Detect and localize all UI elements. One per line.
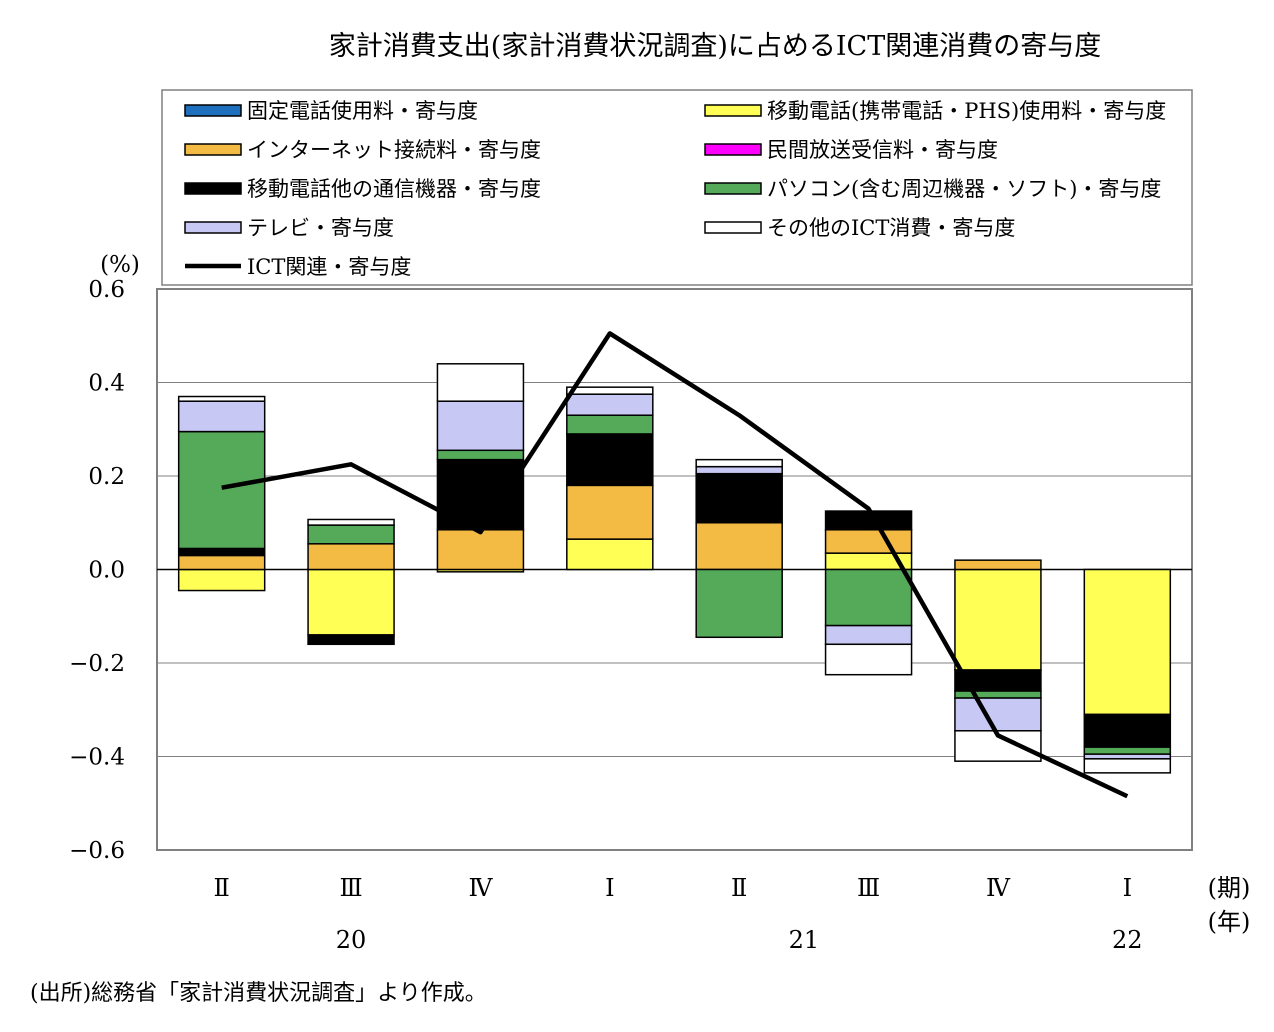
x-tick-label: Ⅲ — [857, 874, 880, 902]
y-tick-label: 0.2 — [88, 464, 125, 490]
bar-segment — [1083, 713, 1172, 748]
bar-segment — [954, 559, 1042, 571]
bar-segment — [1083, 746, 1172, 755]
bar-segment — [954, 568, 1042, 671]
bar-segment — [695, 568, 783, 639]
ict-total-line — [221, 331, 1129, 799]
bar-segment — [307, 634, 395, 646]
year-label: 21 — [789, 926, 820, 954]
bar-segment — [566, 414, 654, 435]
x-unit-period: (期) — [1208, 874, 1251, 902]
bar-segment — [436, 400, 525, 452]
bar-segment — [695, 465, 783, 475]
bar-segment — [954, 697, 1042, 732]
legend-swatch — [704, 221, 762, 234]
legend-label: 移動電話(携帯電話・PHS)使用料・寄与度 — [767, 99, 1166, 123]
legend-swatch — [184, 143, 242, 156]
bar-segment — [177, 430, 266, 550]
bar-segment — [954, 690, 1042, 699]
y-tick-label: 0.4 — [88, 371, 125, 397]
legend-label: パソコン(含む周辺機器・ソフト)・寄与度 — [767, 177, 1161, 201]
y-axis-label: (%) — [100, 252, 140, 278]
x-tick-label: Ⅱ — [214, 874, 230, 902]
year-label: 22 — [1112, 926, 1143, 954]
y-tick-label: 0.0 — [88, 558, 125, 584]
source-note: (出所)総務省「家計消費状況調査」より作成。 — [30, 981, 487, 1006]
bar-segment — [436, 458, 525, 531]
bar-segment — [824, 529, 913, 554]
x-tick-label: Ⅱ — [731, 874, 747, 902]
bar-segment — [307, 568, 395, 636]
x-tick-label: Ⅲ — [339, 874, 362, 902]
year-label: 20 — [336, 926, 367, 954]
legend-swatch — [184, 182, 242, 195]
ict-line-layer — [221, 331, 1129, 799]
x-tick-label: Ⅳ — [468, 874, 493, 902]
bar-segment — [177, 547, 266, 557]
bar-segment — [307, 543, 395, 571]
bar-segment — [695, 522, 783, 571]
y-axis-ticks: 0.6 0.4 0.2 0.0 −0.2 −0.4 −0.6 — [69, 277, 125, 864]
legend-swatch — [704, 182, 762, 195]
bar-segment — [307, 524, 395, 545]
bar-segment — [177, 554, 266, 571]
legend-label: 民間放送受信料・寄与度 — [767, 138, 998, 162]
legend-label: テレビ・寄与度 — [247, 216, 394, 240]
chart-title: 家計消費支出(家計消費状況調査)に占めるICT関連消費の寄与度 — [329, 31, 1101, 62]
legend: 固定電話使用料・寄与度 移動電話(携帯電話・PHS)使用料・寄与度インターネット接… — [184, 99, 1166, 279]
legend-label: ICT関連・寄与度 — [247, 255, 411, 279]
bar-segment — [566, 484, 654, 540]
legend-box — [161, 89, 1193, 286]
x-axis-years: 20 21 22 — [336, 926, 1143, 954]
bar-segment — [566, 538, 654, 571]
x-tick-label: Ⅰ — [1123, 874, 1132, 902]
bar-segment — [824, 568, 913, 627]
bar-segment — [1083, 568, 1172, 716]
bar-segment — [177, 400, 266, 433]
bar-segment — [307, 518, 395, 526]
bar-segment — [824, 624, 913, 646]
legend-swatch — [184, 221, 242, 234]
bar-segment — [695, 458, 783, 468]
bar-segment — [566, 393, 654, 416]
bar-segment — [436, 529, 525, 571]
bar-segment — [824, 643, 913, 676]
bar-segment — [177, 568, 266, 592]
bar-segment — [824, 510, 913, 531]
legend-swatch — [704, 104, 762, 117]
legend-swatch — [184, 104, 242, 117]
bar-segment — [436, 363, 525, 402]
legend-label: 移動電話他の通信機器・寄与度 — [247, 177, 541, 201]
y-tick-label: 0.6 — [88, 277, 125, 303]
bar-segment — [695, 472, 783, 524]
x-tick-label: Ⅳ — [986, 874, 1011, 902]
y-tick-label: −0.6 — [69, 838, 125, 864]
x-unit-year: (年) — [1208, 908, 1251, 936]
bar-segment — [177, 395, 266, 402]
legend-swatch — [704, 143, 762, 156]
y-tick-label: −0.2 — [69, 651, 125, 677]
bar-segment — [1083, 758, 1172, 774]
bars — [177, 363, 1172, 774]
legend-label: その他のICT消費・寄与度 — [767, 216, 1015, 240]
bar-segment — [566, 433, 654, 487]
x-tick-label: Ⅰ — [605, 874, 614, 902]
legend-label: インターネット接続料・寄与度 — [247, 138, 541, 162]
y-tick-label: −0.4 — [69, 745, 125, 771]
bar-segment — [566, 386, 654, 395]
x-axis-categories: Ⅱ Ⅲ Ⅳ Ⅰ Ⅱ Ⅲ Ⅳ Ⅰ — [214, 874, 1133, 902]
legend-label: 固定電話使用料・寄与度 — [247, 99, 478, 123]
bar-segment — [436, 449, 525, 461]
